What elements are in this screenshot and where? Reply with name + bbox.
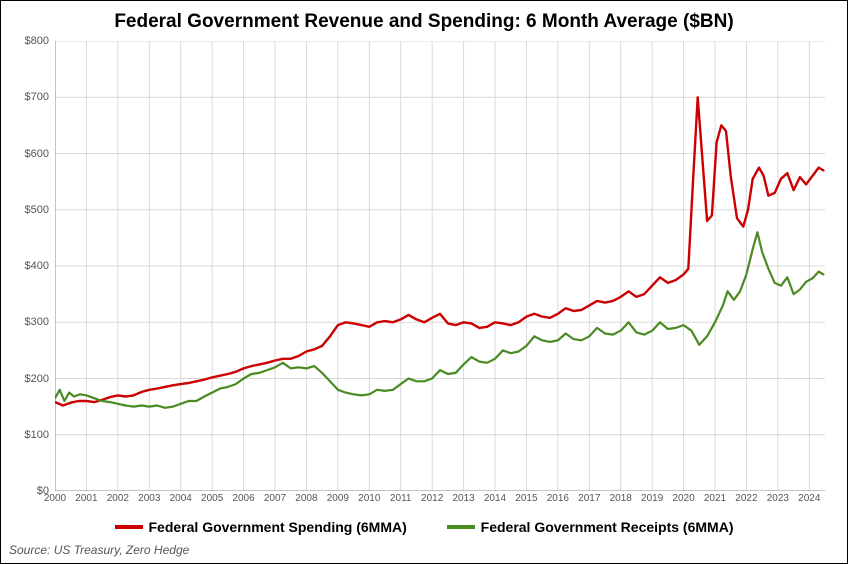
y-tick-label: $700	[9, 91, 49, 103]
y-tick-label: $200	[9, 373, 49, 385]
x-tick-label: 2012	[421, 493, 443, 504]
legend-item-spending: Federal Government Spending (6MMA)	[115, 519, 407, 535]
x-tick-label: 2016	[547, 493, 569, 504]
x-tick-label: 2000	[44, 493, 66, 504]
y-tick-label: $500	[9, 204, 49, 216]
x-tick-label: 2019	[641, 493, 663, 504]
x-tick-label: 2020	[672, 493, 694, 504]
x-tick-label: 2022	[735, 493, 757, 504]
legend-label-receipts: Federal Government Receipts (6MMA)	[481, 519, 734, 535]
x-tick-label: 2024	[798, 493, 820, 504]
series-line	[55, 232, 823, 407]
legend-swatch-receipts	[447, 525, 475, 529]
x-tick-label: 2010	[358, 493, 380, 504]
x-tick-label: 2008	[295, 493, 317, 504]
y-tick-label: $300	[9, 316, 49, 328]
x-tick-label: 2009	[327, 493, 349, 504]
y-tick-label: $600	[9, 148, 49, 160]
x-tick-label: 2006	[232, 493, 254, 504]
x-tick-label: 2005	[201, 493, 223, 504]
legend-swatch-spending	[115, 525, 143, 529]
x-tick-label: 2007	[264, 493, 286, 504]
x-tick-label: 2014	[484, 493, 506, 504]
y-tick-label: $400	[9, 260, 49, 272]
y-tick-label: $800	[9, 35, 49, 47]
plot-area	[55, 41, 825, 491]
y-tick-label: $100	[9, 429, 49, 441]
source-text: Source: US Treasury, Zero Hedge	[9, 543, 189, 557]
x-tick-label: 2023	[767, 493, 789, 504]
legend-item-receipts: Federal Government Receipts (6MMA)	[447, 519, 734, 535]
x-tick-label: 2003	[138, 493, 160, 504]
x-tick-label: 2004	[170, 493, 192, 504]
x-tick-label: 2013	[452, 493, 474, 504]
chart-frame: Federal Government Revenue and Spending:…	[0, 0, 848, 564]
x-tick-label: 2015	[515, 493, 537, 504]
chart-title: Federal Government Revenue and Spending:…	[1, 11, 847, 33]
legend: Federal Government Spending (6MMA) Feder…	[1, 516, 847, 535]
x-tick-label: 2001	[75, 493, 97, 504]
x-tick-label: 2018	[610, 493, 632, 504]
series-line	[55, 97, 823, 405]
x-tick-label: 2017	[578, 493, 600, 504]
x-tick-label: 2021	[704, 493, 726, 504]
x-tick-label: 2011	[390, 493, 412, 504]
x-tick-label: 2002	[107, 493, 129, 504]
legend-label-spending: Federal Government Spending (6MMA)	[149, 519, 407, 535]
